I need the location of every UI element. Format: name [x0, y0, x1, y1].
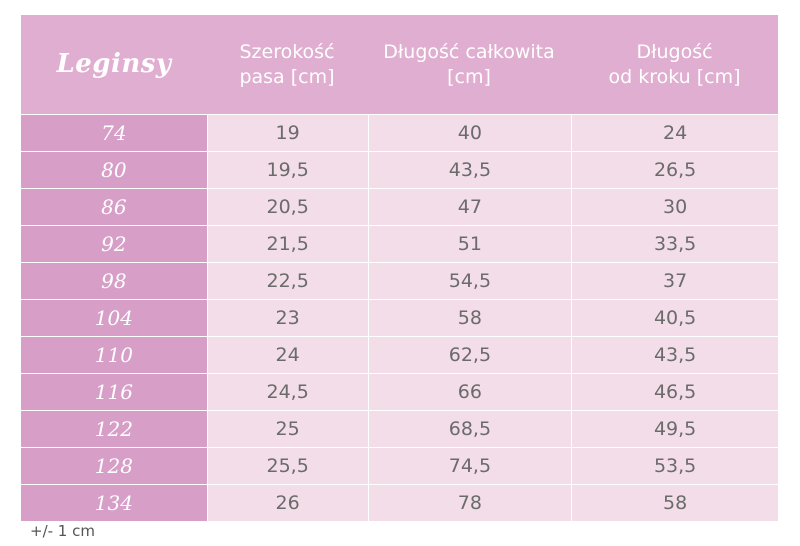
waist-cell: 20,5	[207, 189, 368, 225]
size-table: Leginsy Szerokość pasa [cm] Długość całk…	[21, 15, 778, 521]
table-row: 80 19,5 43,5 26,5	[21, 152, 778, 188]
size-cell: 92	[21, 226, 207, 262]
total-length-cell: 43,5	[368, 152, 572, 188]
column-header-waist: Szerokość pasa [cm]	[207, 15, 367, 114]
inseam-cell: 26,5	[572, 152, 778, 188]
waist-cell: 23	[207, 300, 368, 336]
waist-cell: 25	[207, 411, 368, 447]
total-length-cell: 68,5	[368, 411, 572, 447]
total-length-cell: 74,5	[368, 448, 572, 484]
table-row: 92 21,5 51 33,5	[21, 226, 778, 262]
total-length-cell: 54,5	[368, 263, 572, 299]
table-row: 98 22,5 54,5 37	[21, 263, 778, 299]
size-cell: 104	[21, 300, 207, 336]
inseam-cell: 40,5	[572, 300, 778, 336]
total-length-cell: 40	[368, 115, 572, 151]
inseam-cell: 49,5	[572, 411, 778, 447]
size-cell: 116	[21, 374, 207, 410]
waist-cell: 24,5	[207, 374, 368, 410]
total-length-cell: 47	[368, 189, 572, 225]
table-body: 74 19 40 24 80 19,5 43,5 26,5 86 20,5 47 30 92 21,5 51…	[21, 115, 778, 521]
total-length-cell: 78	[368, 485, 572, 521]
table-header: Leginsy Szerokość pasa [cm] Długość całk…	[21, 15, 778, 114]
size-cell: 134	[21, 485, 207, 521]
total-length-cell: 66	[368, 374, 572, 410]
waist-cell: 19	[207, 115, 368, 151]
waist-cell: 19,5	[207, 152, 368, 188]
table-row: 122 25 68,5 49,5	[21, 411, 778, 447]
inseam-cell: 30	[572, 189, 778, 225]
waist-cell: 21,5	[207, 226, 368, 262]
waist-cell: 22,5	[207, 263, 368, 299]
table-row: 128 25,5 74,5 53,5	[21, 448, 778, 484]
column-header-total-length-label: Długość całkowita [cm]	[383, 40, 555, 88]
inseam-cell: 46,5	[572, 374, 778, 410]
inseam-cell: 37	[572, 263, 778, 299]
inseam-cell: 58	[572, 485, 778, 521]
column-header-inseam-label: Długość od kroku [cm]	[608, 40, 741, 88]
table-row: 116 24,5 66 46,5	[21, 374, 778, 410]
inseam-cell: 53,5	[572, 448, 778, 484]
table-row: 134 26 78 58	[21, 485, 778, 521]
table-row: 74 19 40 24	[21, 115, 778, 151]
total-length-cell: 58	[368, 300, 572, 336]
size-cell: 74	[21, 115, 207, 151]
column-header-inseam: Długość od kroku [cm]	[571, 15, 778, 114]
table-row: 86 20,5 47 30	[21, 189, 778, 225]
size-cell: 98	[21, 263, 207, 299]
table-row: 110 24 62,5 43,5	[21, 337, 778, 373]
size-cell: 122	[21, 411, 207, 447]
size-cell: 80	[21, 152, 207, 188]
table-row: 104 23 58 40,5	[21, 300, 778, 336]
total-length-cell: 51	[368, 226, 572, 262]
tolerance-note: +/- 1 cm	[30, 522, 95, 540]
table-title: Leginsy	[56, 49, 172, 79]
size-cell: 86	[21, 189, 207, 225]
column-header-total-length: Długość całkowita [cm]	[367, 15, 571, 114]
inseam-cell: 33,5	[572, 226, 778, 262]
size-cell: 110	[21, 337, 207, 373]
waist-cell: 26	[207, 485, 368, 521]
inseam-cell: 43,5	[572, 337, 778, 373]
size-cell: 128	[21, 448, 207, 484]
waist-cell: 24	[207, 337, 368, 373]
waist-cell: 25,5	[207, 448, 368, 484]
total-length-cell: 62,5	[368, 337, 572, 373]
column-header-waist-label: Szerokość pasa [cm]	[239, 40, 335, 88]
inseam-cell: 24	[572, 115, 778, 151]
